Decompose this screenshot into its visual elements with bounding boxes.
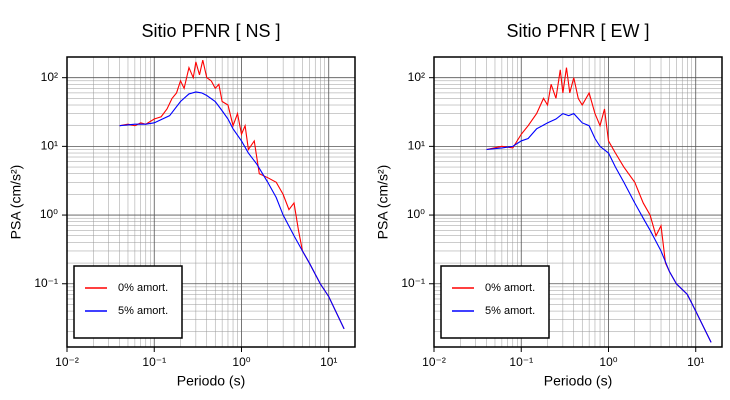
y-axis-label: PSA (cm/s²) <box>375 165 391 240</box>
legend-box <box>440 265 550 339</box>
x-tick-label: 10⁻¹ <box>509 355 533 369</box>
series-line <box>119 91 345 330</box>
legend-box <box>73 265 183 339</box>
x-tick-label: 10¹ <box>687 355 704 369</box>
legend-label: 0% amort. <box>485 282 535 294</box>
x-tick-label: 10⁻² <box>422 355 446 369</box>
y-tick-label: 10⁻¹ <box>401 276 425 290</box>
legend-label: 0% amort. <box>118 282 168 294</box>
y-axis-label: PSA (cm/s²) <box>8 165 24 240</box>
y-tick-label: 10⁰ <box>407 207 425 221</box>
x-tick-label: 10¹ <box>320 355 337 369</box>
plot-frame <box>66 56 356 348</box>
x-tick-label: 10⁰ <box>599 355 617 369</box>
x-axis-label: Periodo (s) <box>177 373 245 389</box>
series-line <box>119 60 345 330</box>
legend-label: 5% amort. <box>118 305 168 317</box>
x-axis-label: Periodo (s) <box>544 373 612 389</box>
y-tick-label: 10² <box>41 70 58 84</box>
y-tick-label: 10² <box>408 70 425 84</box>
series-line <box>486 112 712 343</box>
y-tick-label: 10⁻¹ <box>34 276 58 290</box>
series-line <box>486 67 712 343</box>
y-tick-label: 10¹ <box>41 139 58 153</box>
x-tick-label: 10⁻² <box>55 355 79 369</box>
y-tick-label: 10¹ <box>408 139 425 153</box>
x-tick-label: 10⁰ <box>232 355 250 369</box>
chart-title: Sitio PFNR [ EW ] <box>506 21 649 41</box>
plot-frame <box>433 56 723 348</box>
y-tick-label: 10⁰ <box>40 207 58 221</box>
legend-label: 5% amort. <box>485 305 535 317</box>
x-tick-label: 10⁻¹ <box>142 355 166 369</box>
chart-title: Sitio PFNR [ NS ] <box>141 21 280 41</box>
